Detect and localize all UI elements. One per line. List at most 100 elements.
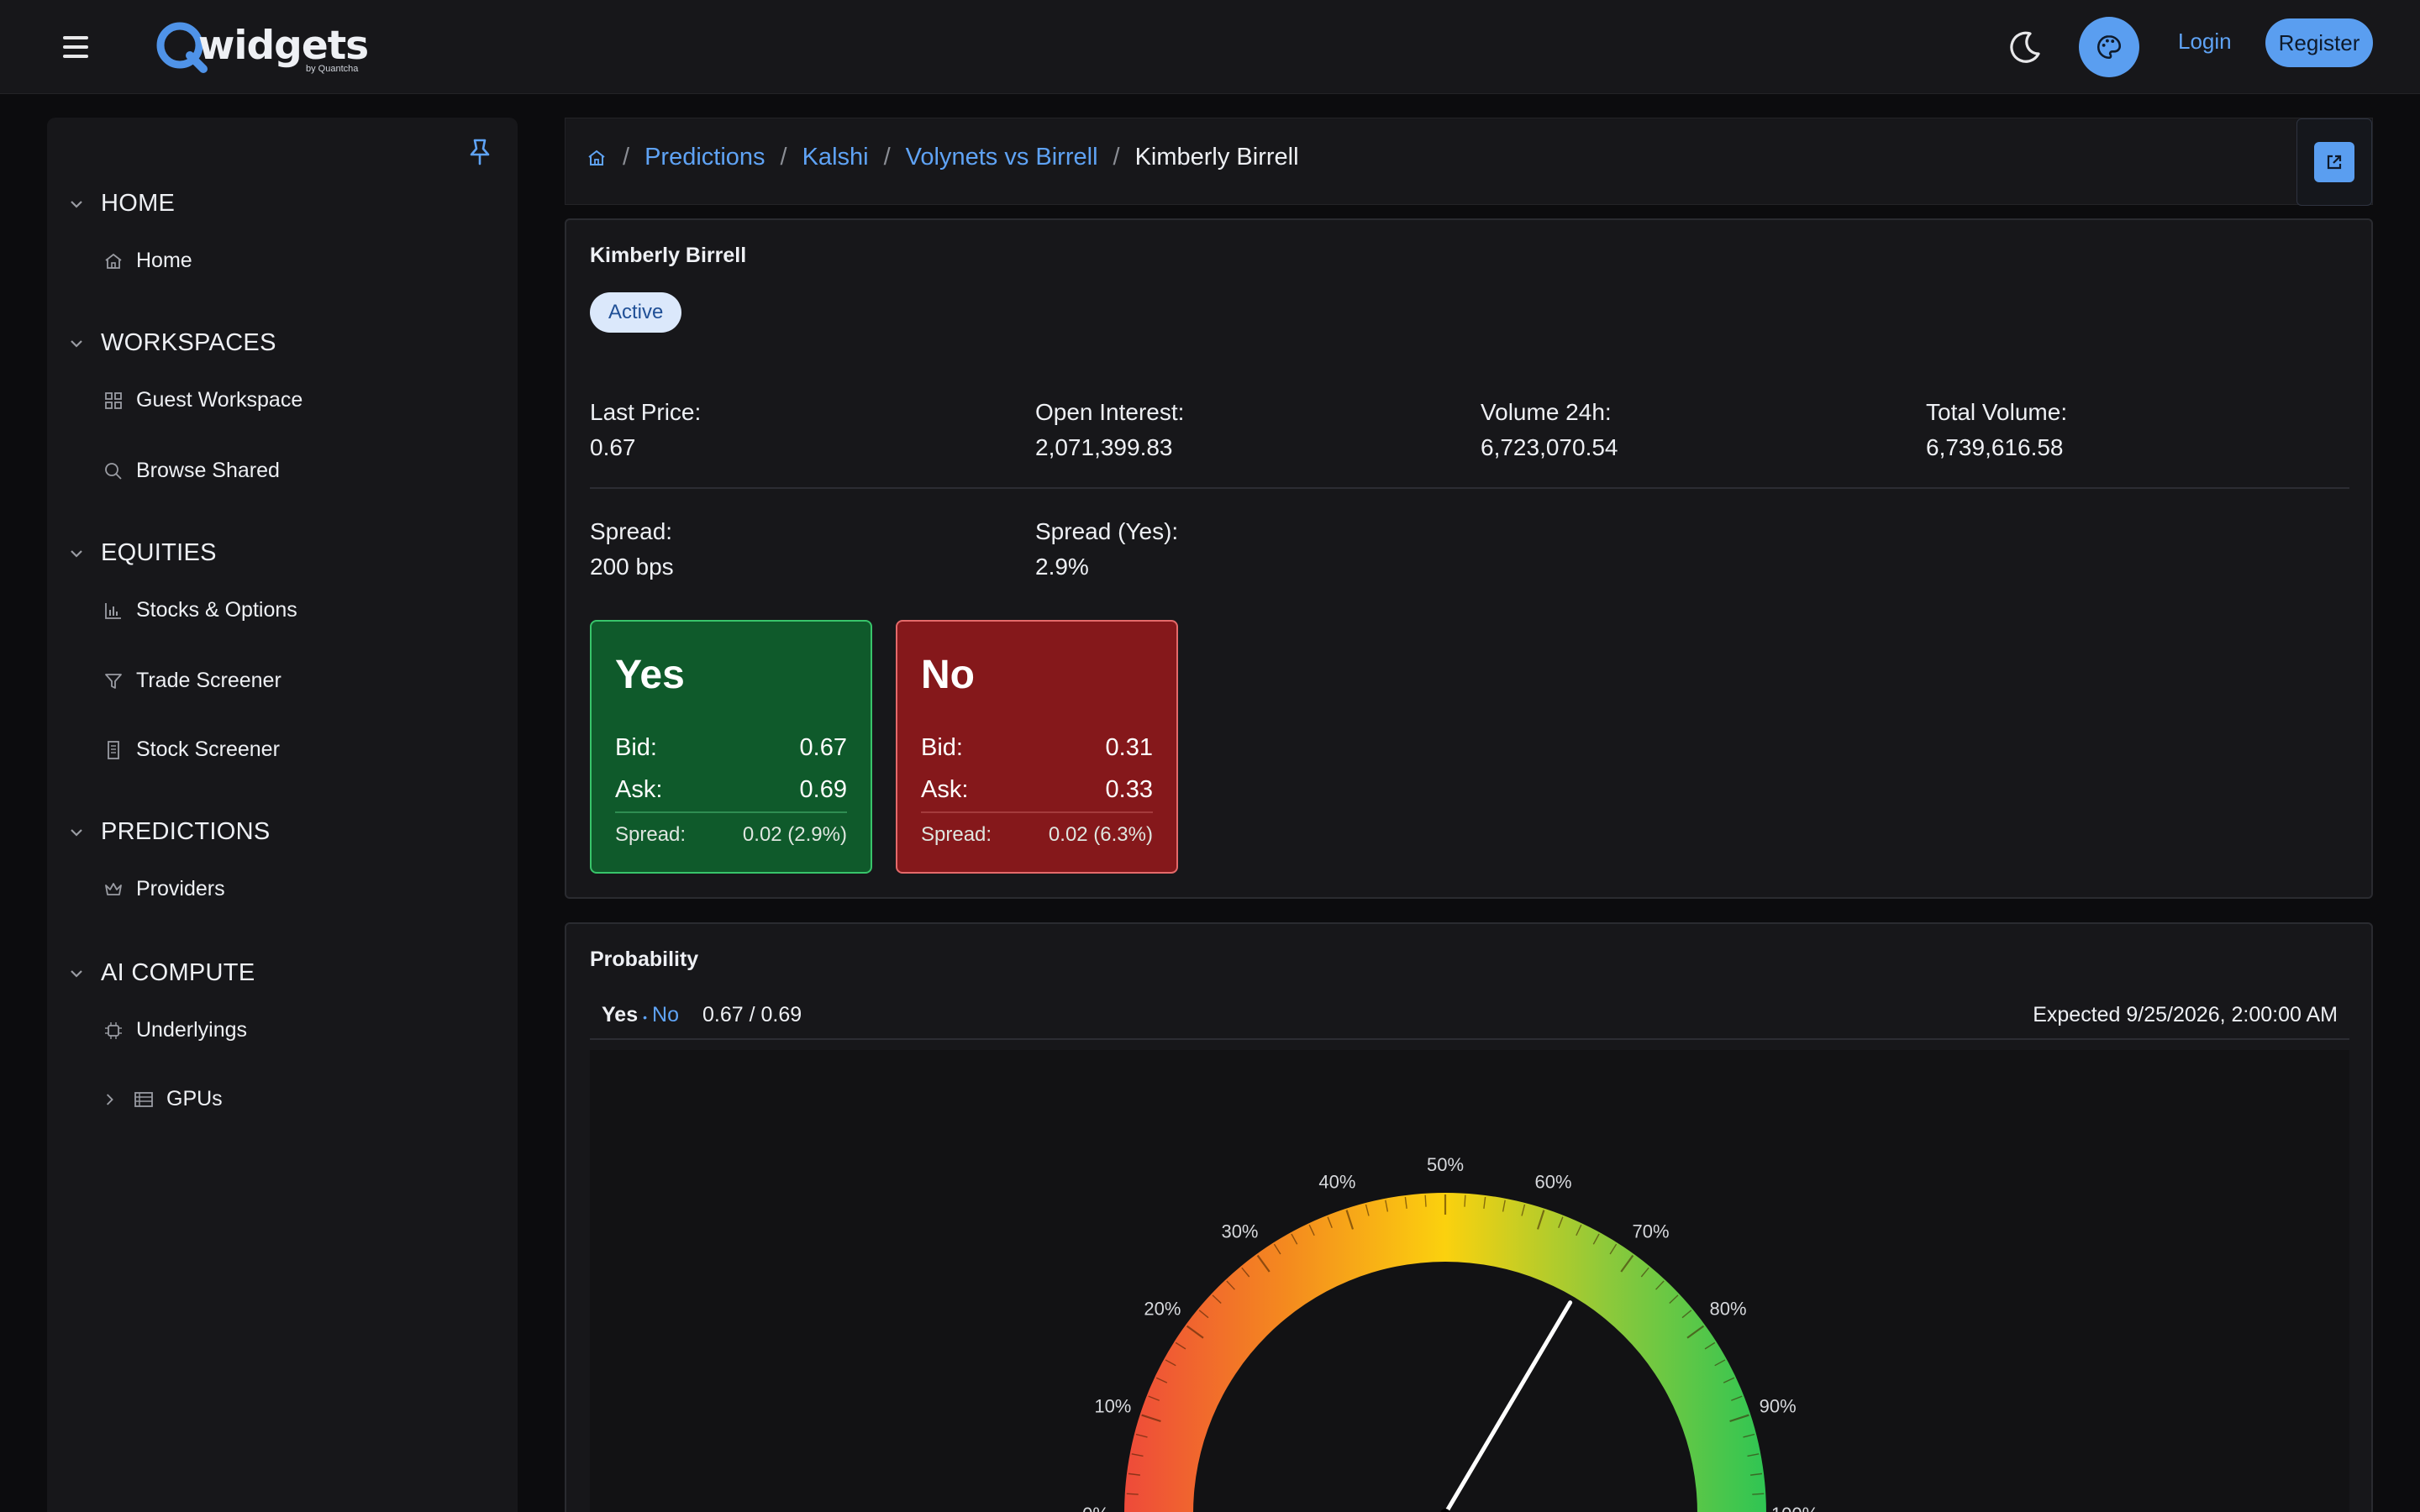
sidebar-item-stock-screener[interactable]: Stock Screener: [103, 738, 280, 762]
stat-label: Total Volume:: [1926, 399, 2068, 425]
stat-volume-24h: Volume 24h: 6,723,070.54: [1481, 395, 1618, 465]
sidebar-item-label: Stocks & Options: [136, 598, 297, 622]
login-link[interactable]: Login: [2178, 29, 2232, 54]
ask-value: 0.33: [1105, 776, 1153, 803]
spread-value: 0.02 (2.9%): [742, 823, 847, 846]
breadcrumb-kalshi[interactable]: Kalshi: [802, 144, 869, 171]
sidebar-section-ai-compute[interactable]: AI COMPUTE: [67, 959, 255, 987]
hamburger-menu-icon[interactable]: [59, 30, 92, 64]
stat-value: 2.9%: [1035, 554, 1089, 580]
sidebar-section-predictions[interactable]: PREDICTIONS: [67, 818, 271, 846]
section-label: WORKSPACES: [101, 329, 276, 356]
gauge-tick: [1135, 1433, 1148, 1438]
section-label: HOME: [101, 190, 176, 217]
sidebar-item-providers[interactable]: Providers: [103, 877, 225, 901]
no-toggle[interactable]: No: [652, 1003, 679, 1026]
gauge-tick: [1669, 1294, 1679, 1304]
stat-total-volume: Total Volume: 6,739,616.58: [1926, 395, 2067, 465]
stat-value: 200 bps: [590, 554, 674, 580]
stat-spread-yes: Spread (Yes): 2.9%: [1035, 514, 1178, 585]
gauge-tick-label: 0%: [1082, 1504, 1109, 1512]
outcome-toggle: Yes • No 0.67 / 0.69: [602, 1003, 802, 1027]
bar-chart-icon: [105, 602, 121, 619]
filter-icon: [105, 673, 122, 689]
sidebar-item-stocks-options[interactable]: Stocks & Options: [103, 598, 297, 622]
logo-word: widgets: [198, 22, 369, 69]
stat-value: 2,071,399.83: [1035, 434, 1173, 460]
breadcrumb-event[interactable]: Volynets vs Birrell: [905, 144, 1098, 171]
ask-value: 0.69: [799, 776, 847, 803]
sidebar-item-trade-screener[interactable]: Trade Screener: [103, 669, 281, 693]
yes-toggle[interactable]: Yes: [602, 1003, 639, 1026]
gauge-hub: [1440, 1509, 1450, 1512]
sidebar-item-browse-shared[interactable]: Browse Shared: [103, 459, 280, 483]
gauge-tick: [1723, 1377, 1735, 1383]
logo[interactable]: widgets by Quantcha: [155, 20, 369, 76]
stat-value: 6,739,616.58: [1926, 434, 2064, 460]
gauge-tick: [1226, 1280, 1235, 1290]
theme-palette-button[interactable]: [2079, 17, 2139, 77]
gauge-tick: [1365, 1204, 1370, 1216]
pin-icon[interactable]: [467, 138, 492, 166]
no-spread-row: Spread: 0.02 (6.3%): [921, 823, 1153, 847]
gauge-tick: [1681, 1310, 1692, 1319]
stat-value: 0.67: [590, 434, 636, 460]
dark-mode-moon-icon[interactable]: [2007, 29, 2044, 66]
stat-label: Spread:: [590, 518, 673, 544]
gauge-tick: [1620, 1254, 1634, 1273]
breadcrumb-predictions[interactable]: Predictions: [644, 144, 765, 171]
breadcrumb: / Predictions / Kalshi / Volynets vs Bir…: [586, 144, 1299, 171]
gauge-tick: [1521, 1204, 1526, 1216]
no-ask-row: Ask: 0.33: [921, 776, 1153, 804]
sidebar-item-gpus[interactable]: GPUs: [101, 1087, 223, 1111]
yes-quote-box[interactable]: Yes Bid: 0.67 Ask: 0.69 Spread: 0.02 (2.…: [590, 620, 872, 874]
no-bid-row: Bid: 0.31: [921, 734, 1153, 762]
sidebar-item-label: GPUs: [166, 1087, 223, 1110]
breadcrumb-panel: / Predictions / Kalshi / Volynets vs Bir…: [565, 118, 2373, 206]
spread-label: Spread:: [921, 823, 992, 846]
gauge-tick: [1609, 1243, 1618, 1255]
chevron-right-icon[interactable]: [101, 1090, 119, 1109]
gauge-tick: [1686, 1325, 1705, 1339]
sidebar-section-home[interactable]: HOME: [67, 190, 175, 218]
sidebar-item-home[interactable]: Home: [103, 249, 192, 273]
gauge-tick-label: 20%: [1144, 1298, 1181, 1319]
sidebar-section-workspaces[interactable]: WORKSPACES: [67, 329, 276, 357]
gauge-arc: [1124, 1193, 1766, 1512]
gauge-tick-label: 70%: [1632, 1221, 1669, 1242]
bid-value: 0.31: [1105, 734, 1153, 761]
stat-spread: Spread: 200 bps: [590, 514, 674, 585]
sidebar-section-equities[interactable]: EQUITIES: [67, 539, 217, 567]
gauge-tick: [1212, 1294, 1222, 1304]
gauge-tick: [1131, 1453, 1144, 1457]
gauge-tick: [1345, 1210, 1355, 1230]
gauge-tick: [1291, 1233, 1298, 1245]
grid-icon: [105, 391, 122, 409]
bid-label: Bid:: [921, 734, 963, 761]
stat-open-interest: Open Interest: 2,071,399.83: [1035, 395, 1184, 465]
sidebar-item-guest-workspace[interactable]: Guest Workspace: [103, 388, 302, 412]
gauge-tick: [1743, 1433, 1755, 1438]
gauge-tick-label: 30%: [1221, 1221, 1258, 1242]
probability-title: Probability: [590, 948, 699, 971]
yes-title: Yes: [615, 653, 685, 697]
yes-bid-row: Bid: 0.67: [615, 734, 847, 762]
bid-value: 0.67: [799, 734, 847, 761]
no-quote-box[interactable]: No Bid: 0.31 Ask: 0.33 Spread: 0.02 (6.3…: [896, 620, 1178, 874]
gauge-band: [1124, 1193, 1766, 1512]
open-external-button[interactable]: [2314, 142, 2354, 182]
breadcrumb-home-icon[interactable]: [586, 147, 608, 169]
gauge-tick: [1327, 1216, 1333, 1228]
yes-divider: [615, 811, 847, 813]
gauge-tick: [1592, 1233, 1600, 1245]
gauge-tick-label: 40%: [1318, 1171, 1355, 1192]
gauge-tick-label: 10%: [1094, 1395, 1131, 1416]
gauge-tick: [1128, 1473, 1140, 1476]
register-button[interactable]: Register: [2265, 18, 2373, 67]
gauge-tick: [1175, 1341, 1186, 1350]
chevron-down-icon: [71, 549, 82, 558]
no-divider: [921, 811, 1153, 813]
sidebar-item-underlyings[interactable]: Underlyings: [103, 1018, 247, 1042]
gauge-tick: [1141, 1414, 1161, 1423]
logo-subtitle: by Quantcha: [306, 64, 359, 74]
